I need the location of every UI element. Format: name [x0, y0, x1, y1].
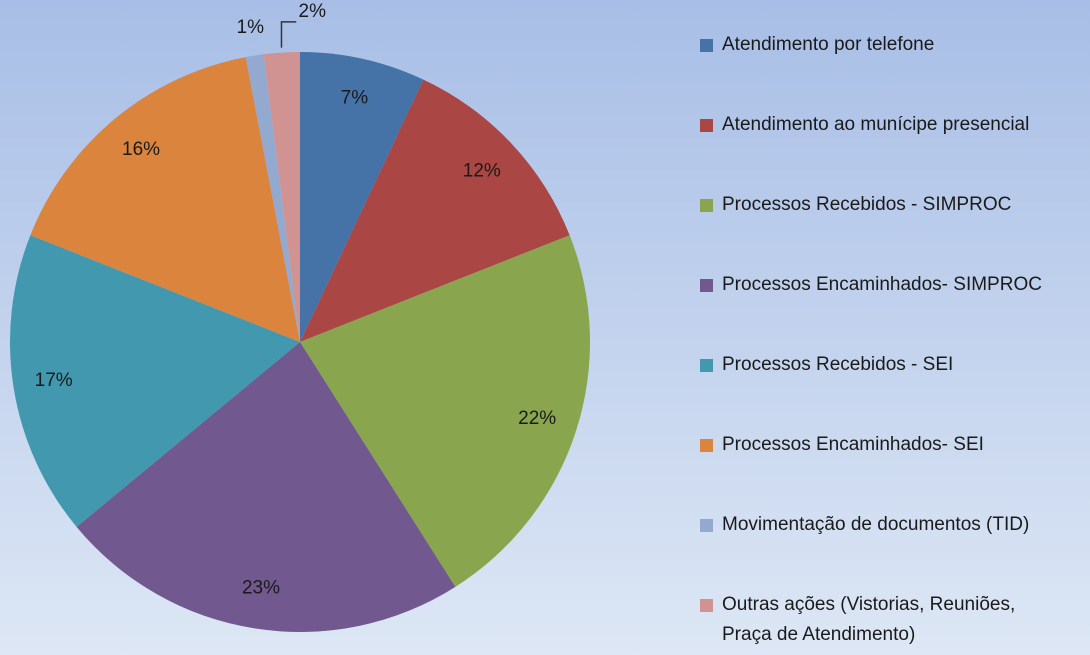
data-label: 12% — [463, 160, 501, 181]
legend-swatch — [700, 519, 713, 532]
legend-item: Processos Recebidos - SIMPROC — [700, 190, 1085, 220]
pie-slice — [10, 235, 301, 527]
pie-slice — [300, 79, 570, 342]
pie-slice — [263, 52, 300, 342]
data-label: 7% — [341, 88, 369, 109]
pie-slice — [300, 235, 590, 587]
legend-item: Processos Encaminhados- SIMPROC — [700, 270, 1085, 300]
legend-swatch — [700, 279, 713, 292]
legend-item: Processos Recebidos - SEI — [700, 350, 1085, 380]
legend-swatch — [700, 599, 713, 612]
legend-item: Atendimento por telefone — [700, 30, 1085, 60]
legend-item: Outras ações (Vistorias, Reuniões, Praça… — [700, 590, 1085, 650]
pie-slice — [245, 54, 300, 342]
legend-item: Movimentação de documentos (TID) — [700, 510, 1085, 540]
legend-label: Processos Encaminhados- SIMPROC — [722, 274, 1042, 295]
data-label: 16% — [122, 139, 160, 160]
legend-swatch — [700, 119, 713, 132]
legend-label: Outras ações (Vistorias, Reuniões, Praça… — [722, 594, 1016, 645]
data-label: 17% — [35, 370, 73, 391]
legend-swatch — [700, 359, 713, 372]
legend-label: Processos Recebidos - SIMPROC — [722, 194, 1012, 215]
data-label: 2% — [299, 1, 327, 22]
legend-label: Movimentação de documentos (TID) — [722, 514, 1030, 535]
chart: 7% 12% 22% 23% 17% 16% 1% 2% — [10, 1, 590, 632]
legend-item: Processos Encaminhados- SEI — [700, 430, 1085, 460]
legend-item: Atendimento ao munícipe presencial — [700, 110, 1085, 140]
legend-label: Processos Recebidos - SEI — [722, 354, 954, 375]
legend-label: Atendimento ao munícipe presencial — [722, 114, 1030, 135]
pie-slice — [30, 57, 301, 343]
data-label: 1% — [237, 17, 265, 38]
data-label: 22% — [518, 408, 556, 429]
pie-slice — [300, 52, 424, 342]
legend-swatch — [700, 199, 713, 212]
legend-swatch — [700, 39, 713, 52]
legend-swatch — [700, 439, 713, 452]
legend-label: Atendimento por telefone — [722, 34, 935, 55]
leader-line — [280, 21, 297, 48]
data-label: 23% — [242, 577, 280, 598]
pie-slice — [76, 342, 456, 632]
legend-label: Processos Encaminhados- SEI — [722, 434, 984, 455]
